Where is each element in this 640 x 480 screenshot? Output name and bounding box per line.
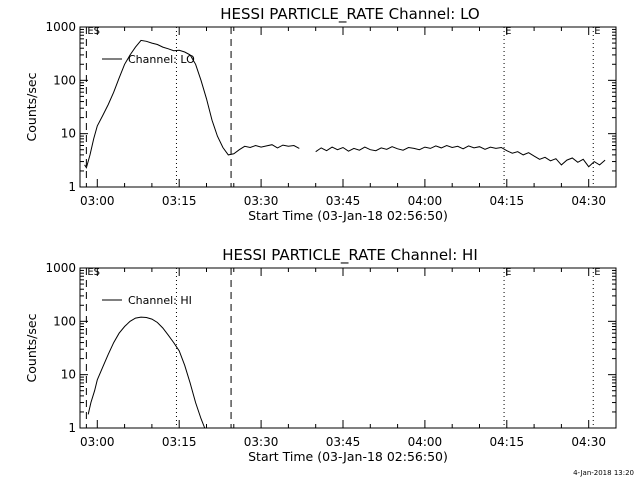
event-marker-label: E	[505, 267, 511, 278]
x-axis-label: Start Time (03-Jan-18 02:56:50)	[248, 449, 448, 464]
y-tick-label: 10	[61, 127, 76, 141]
plot-frame	[79, 26, 617, 188]
event-marker-label: E	[505, 26, 511, 37]
x-tick-label: 03:30	[244, 194, 279, 208]
lo-channel-panel: HESSI PARTICLE_RATE Channel: LO 1 10 100 100…	[24, 5, 617, 223]
y-tick-label: 10	[61, 368, 76, 382]
x-tick-label: 04:30	[571, 435, 606, 449]
event-marker-label: E	[594, 26, 600, 37]
y-tick-label: 1000	[45, 20, 76, 34]
x-tick-label: 03:15	[162, 435, 197, 449]
x-tick-label: 03:45	[326, 435, 361, 449]
series-line	[315, 144, 606, 168]
x-tick-label: 04:00	[408, 435, 443, 449]
series-line	[87, 316, 206, 429]
y-tick-label: 1	[68, 180, 76, 194]
x-tick-label: 03:30	[244, 435, 279, 449]
x-tick-label: 03:45	[326, 194, 361, 208]
x-tick-label: 03:00	[80, 435, 115, 449]
event-marker-label: E	[594, 267, 600, 278]
event-marker-label: ES	[87, 26, 100, 37]
y-axis-label: Counts/sec	[24, 313, 39, 382]
y-tick-label: 100	[53, 73, 76, 87]
x-tick-label: 04:00	[408, 194, 443, 208]
x-axis-label: Start Time (03-Jan-18 02:56:50)	[248, 208, 448, 223]
y-axis-label: Counts/sec	[24, 72, 39, 141]
x-tick-label: 03:15	[162, 194, 197, 208]
x-tick-label: 03:00	[80, 194, 115, 208]
chart-title: HESSI PARTICLE_RATE Channel: HI	[222, 246, 478, 265]
x-tick-label: 04:30	[571, 194, 606, 208]
hi-channel-panel: HESSI PARTICLE_RATE Channel: HI 1 10 100 100…	[24, 246, 617, 464]
y-tick-label: 100	[53, 314, 76, 328]
chart-title: HESSI PARTICLE_RATE Channel: LO	[220, 5, 479, 24]
x-tick-label: 04:15	[490, 435, 525, 449]
generation-timestamp: 4-Jan-2018 13:20	[573, 469, 634, 477]
plot-frame	[79, 267, 617, 429]
x-tick-label: 04:15	[490, 194, 525, 208]
legend-label: Channel: LO	[128, 53, 195, 66]
y-tick-label: 1000	[45, 261, 76, 275]
event-marker-label: ES	[87, 267, 100, 278]
series-line	[84, 39, 300, 169]
legend-label: Channel: HI	[128, 294, 192, 307]
y-tick-label: 1	[68, 421, 76, 435]
